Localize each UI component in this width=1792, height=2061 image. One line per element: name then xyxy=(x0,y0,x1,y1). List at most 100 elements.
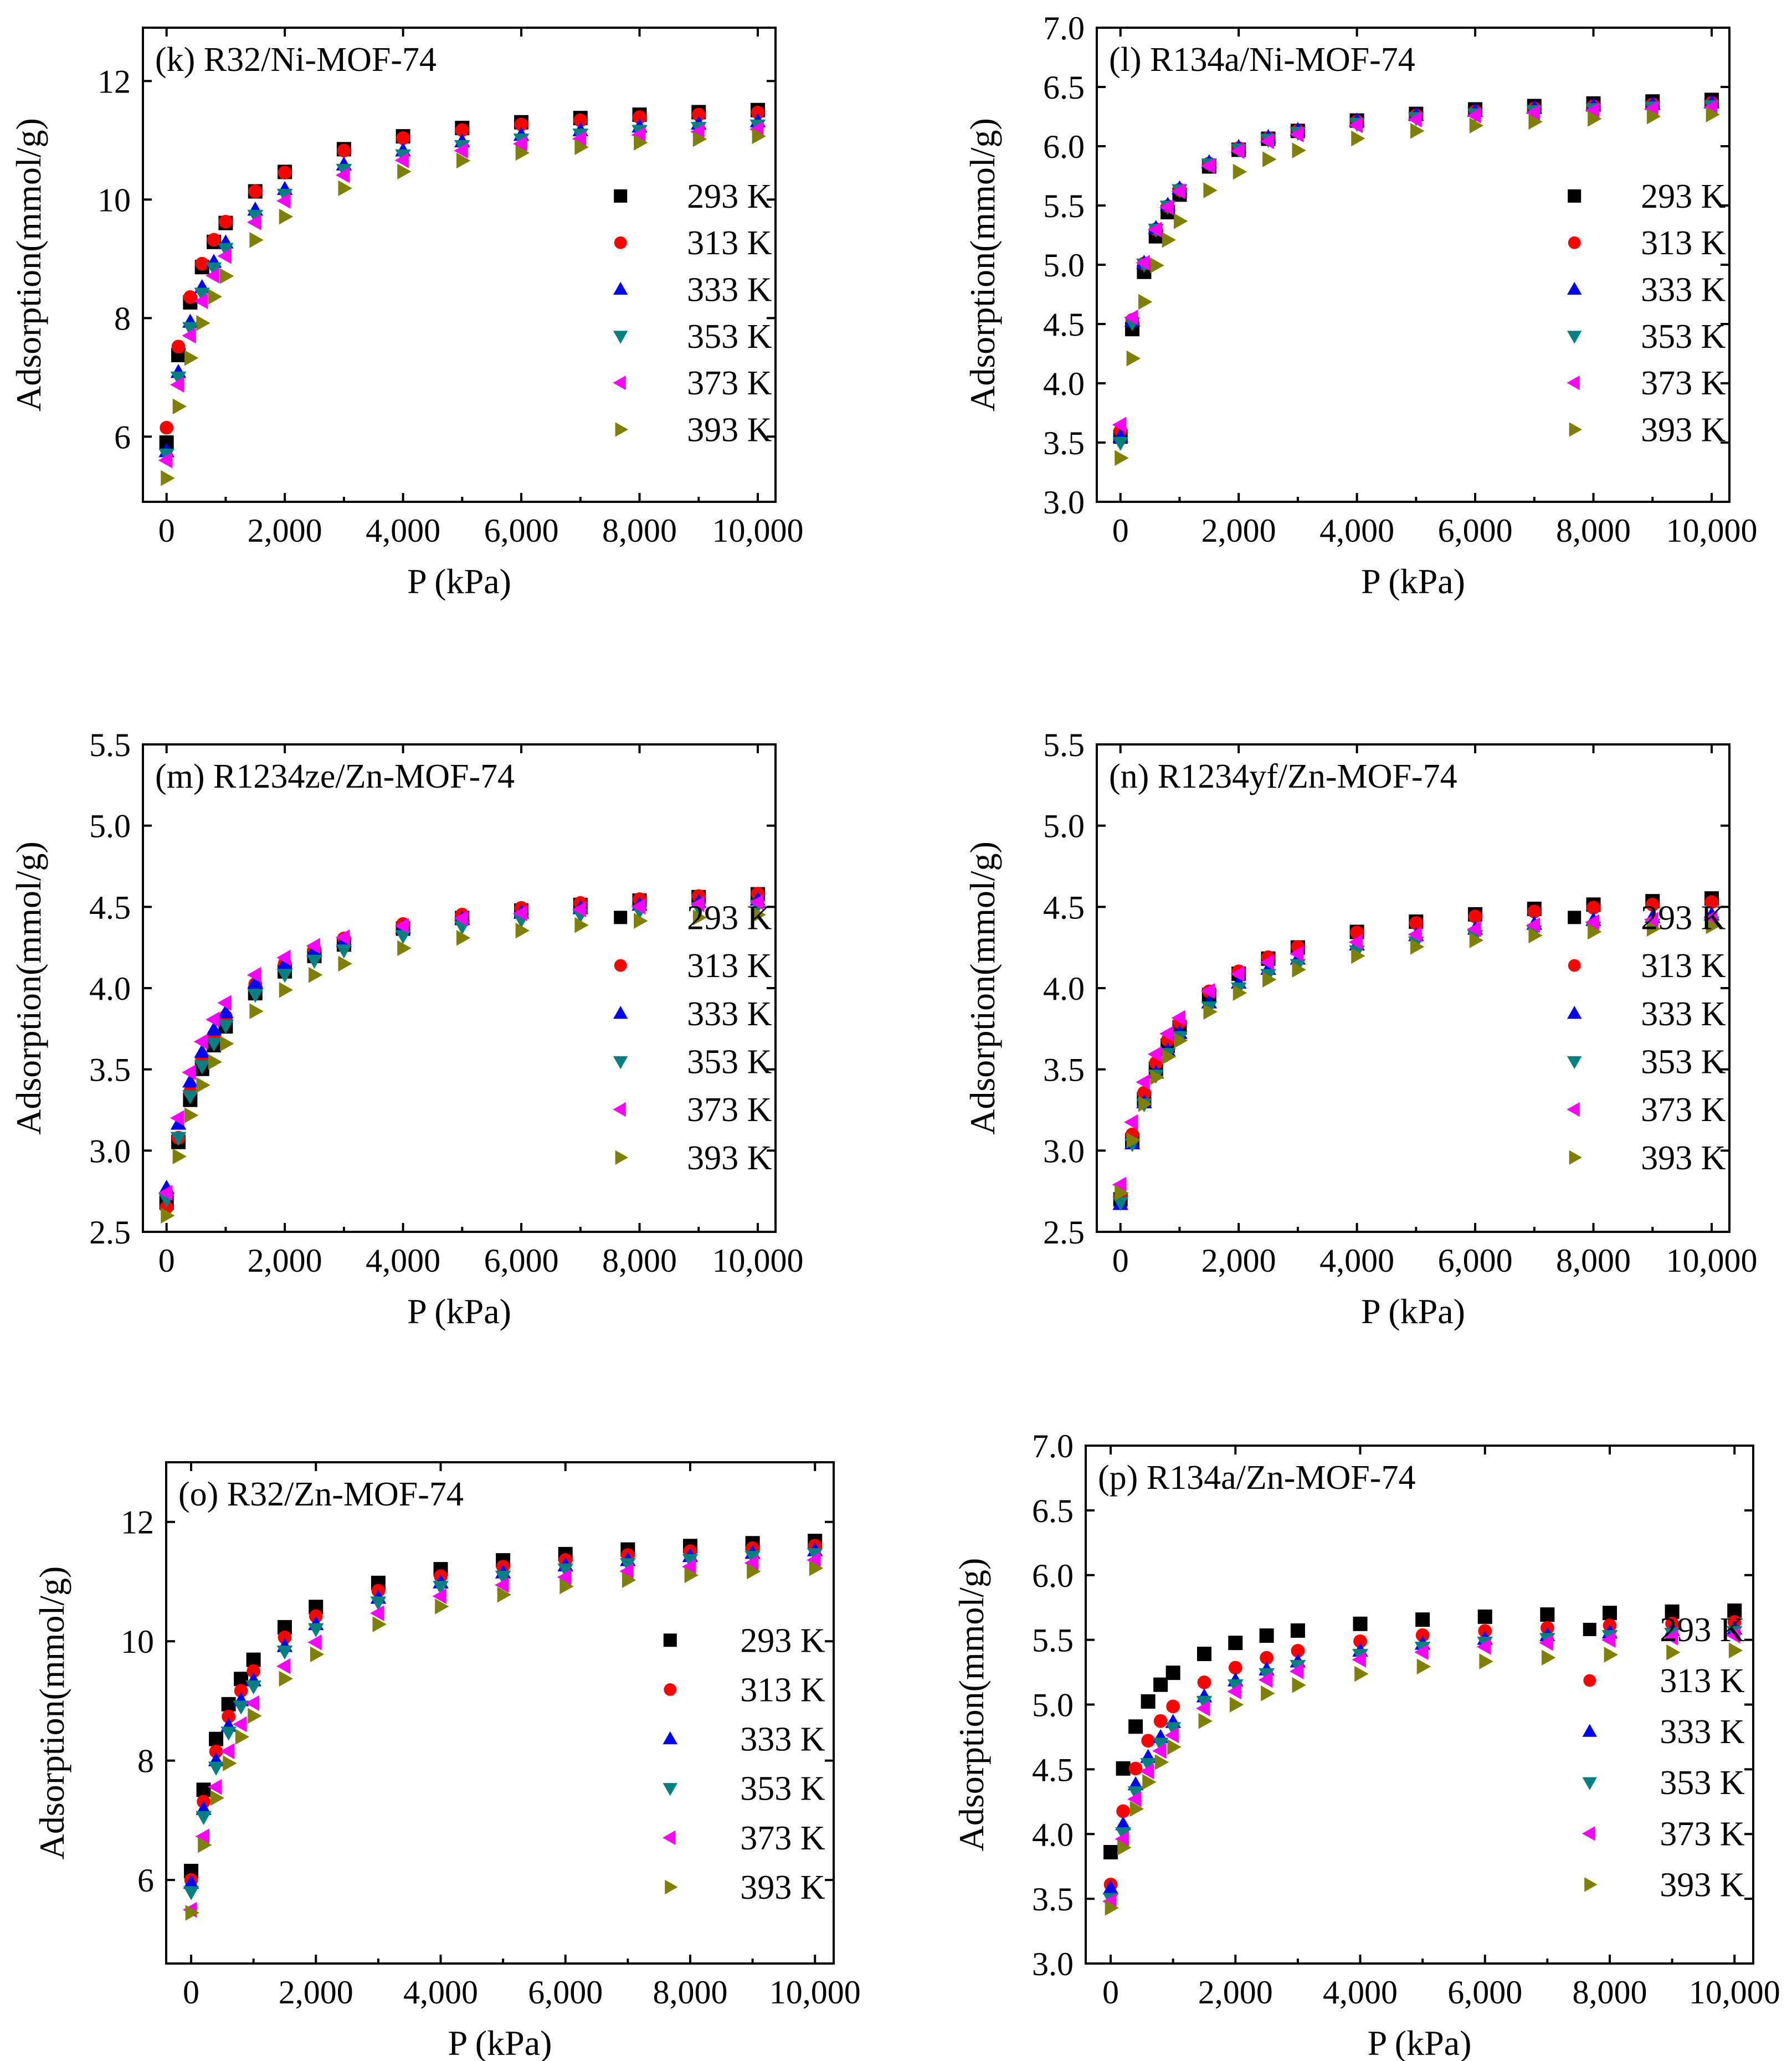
panel-title: (n) R1234yf/Zn-MOF-74 xyxy=(1109,758,1457,795)
data-point xyxy=(397,163,412,180)
data-point xyxy=(1115,450,1129,466)
data-point xyxy=(276,193,291,209)
panel-title: (p) R134a/Zn-MOF-74 xyxy=(1098,1459,1415,1497)
x-tick-label: 2,000 xyxy=(1201,1242,1276,1279)
data-point xyxy=(690,896,705,912)
plot-frame xyxy=(142,743,777,1233)
data-points xyxy=(158,887,766,1224)
data-point xyxy=(276,1645,293,1660)
data-point xyxy=(219,214,233,229)
data-point xyxy=(206,1037,222,1052)
series-373K xyxy=(1112,99,1718,433)
legend-marker xyxy=(1569,1150,1583,1165)
data-point xyxy=(194,287,210,302)
data-point xyxy=(247,967,261,983)
data-point xyxy=(454,910,468,927)
legend-label: 293 K xyxy=(1641,178,1726,215)
data-point xyxy=(1260,1651,1274,1665)
y-axis-label: Adsorption(mmol/g) xyxy=(952,1558,991,1852)
panel-o: 0 2,000 4,000 6,000 8,000 10,000 6 8 10 12 P (kPa)… xyxy=(32,1461,861,2061)
data-point xyxy=(1227,1683,1241,1700)
panel-l: 0 2,000 4,000 6,000 8,000 10,000 3.0 3.5 4.0 4.5 5… xyxy=(963,10,1757,601)
series-333K xyxy=(1102,1620,1743,1894)
data-point xyxy=(1476,1638,1491,1655)
data-point xyxy=(1153,1714,1168,1728)
data-points xyxy=(183,1534,824,1921)
series-393K xyxy=(1105,1642,1743,1916)
y-tick-label: 5.5 xyxy=(1043,188,1085,224)
series-353K xyxy=(158,119,766,463)
legend: 293 K 313 K 333 K 353 K 373 K 393 K xyxy=(1567,899,1726,1177)
legend-label: 313 K xyxy=(687,947,772,985)
data-point xyxy=(183,290,197,304)
y-tick-label: 6 xyxy=(114,419,131,455)
legend-marker xyxy=(613,331,628,344)
x-tick-label: 6,000 xyxy=(484,1242,559,1279)
data-point xyxy=(1203,182,1218,198)
legend-label: 293 K xyxy=(687,178,772,215)
data-point xyxy=(234,1684,248,1698)
legend-label: 313 K xyxy=(740,1671,825,1709)
y-tick-label: 3.5 xyxy=(1043,1052,1085,1088)
data-point xyxy=(557,1569,572,1585)
data-point xyxy=(1262,972,1277,988)
legend-label: 333 K xyxy=(687,995,772,1033)
legend: 293 K 313 K 333 K 353 K 373 K 393 K xyxy=(1567,178,1726,449)
data-point xyxy=(1469,932,1484,948)
legend-label: 393 K xyxy=(687,1139,772,1177)
data-point xyxy=(1105,1900,1119,1916)
x-tick-label: 10,000 xyxy=(1666,512,1757,549)
data-point xyxy=(170,1132,187,1147)
data-point xyxy=(1115,1185,1129,1201)
series-353K xyxy=(158,900,766,1208)
data-point xyxy=(1200,983,1215,999)
legend-label: 313 K xyxy=(1641,947,1726,985)
data-point xyxy=(1141,1734,1155,1748)
data-point xyxy=(1539,1635,1553,1651)
data-point xyxy=(744,1550,761,1565)
legend-label: 293 K xyxy=(1641,899,1726,937)
data-point xyxy=(372,1616,387,1632)
legend-label: 353 K xyxy=(1660,1764,1745,1802)
panel-m: 0 2,000 4,000 6,000 8,000 10,000 2.5 3.0 3.5 4.0 4… xyxy=(9,727,803,1331)
legend-label: 313 K xyxy=(687,224,772,262)
data-point xyxy=(310,1646,325,1663)
x-tick-label: 6,000 xyxy=(528,1974,603,2011)
data-point xyxy=(182,1090,198,1104)
data-point xyxy=(220,1726,237,1741)
y-axis-label: Adsorption(mmol/g) xyxy=(32,1566,71,1860)
data-point xyxy=(1150,257,1164,274)
legend-label: 333 K xyxy=(1641,995,1726,1033)
data-point xyxy=(207,233,221,247)
data-point xyxy=(633,110,646,124)
x-tick-label: 6,000 xyxy=(1447,1974,1522,2011)
x-tick-label: 0 xyxy=(183,1974,199,2011)
data-point xyxy=(161,1207,175,1224)
data-point xyxy=(1159,1025,1174,1042)
data-point xyxy=(1141,1694,1156,1709)
data-point xyxy=(1586,901,1600,915)
data-point xyxy=(572,901,587,918)
y-tick-label: 12 xyxy=(97,63,131,100)
y-tick-label: 5.0 xyxy=(89,808,131,845)
data-point xyxy=(691,107,706,122)
legend-marker xyxy=(662,1830,676,1846)
data-point xyxy=(574,139,589,155)
data-point xyxy=(1469,117,1484,134)
series-373K xyxy=(183,1552,821,1918)
data-point xyxy=(1171,1010,1185,1026)
x-tick-label: 10,000 xyxy=(712,1242,803,1279)
legend-marker xyxy=(1568,189,1582,203)
data-point xyxy=(245,1680,261,1695)
data-point xyxy=(1477,1609,1492,1624)
data-point xyxy=(1126,350,1141,367)
panel-title: (m) R1234ze/Zn-MOF-74 xyxy=(155,758,515,795)
data-point xyxy=(1354,1666,1369,1682)
data-point xyxy=(573,113,588,127)
series-393K xyxy=(185,1560,824,1921)
data-point xyxy=(369,1605,384,1621)
data-point xyxy=(1408,926,1422,943)
x-tick-label: 2,000 xyxy=(248,1242,322,1279)
data-point xyxy=(217,995,232,1011)
data-points xyxy=(1112,891,1720,1211)
